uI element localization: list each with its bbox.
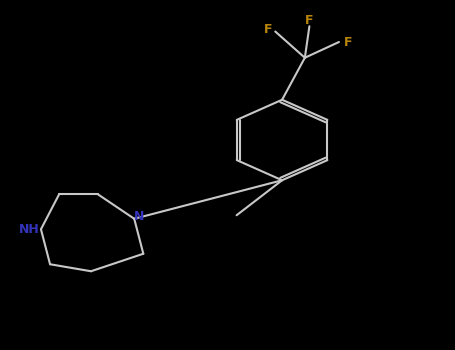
Text: N: N: [134, 210, 144, 224]
Text: F: F: [264, 23, 273, 36]
Text: NH: NH: [19, 223, 40, 236]
Text: F: F: [344, 35, 352, 49]
Text: F: F: [305, 14, 313, 28]
